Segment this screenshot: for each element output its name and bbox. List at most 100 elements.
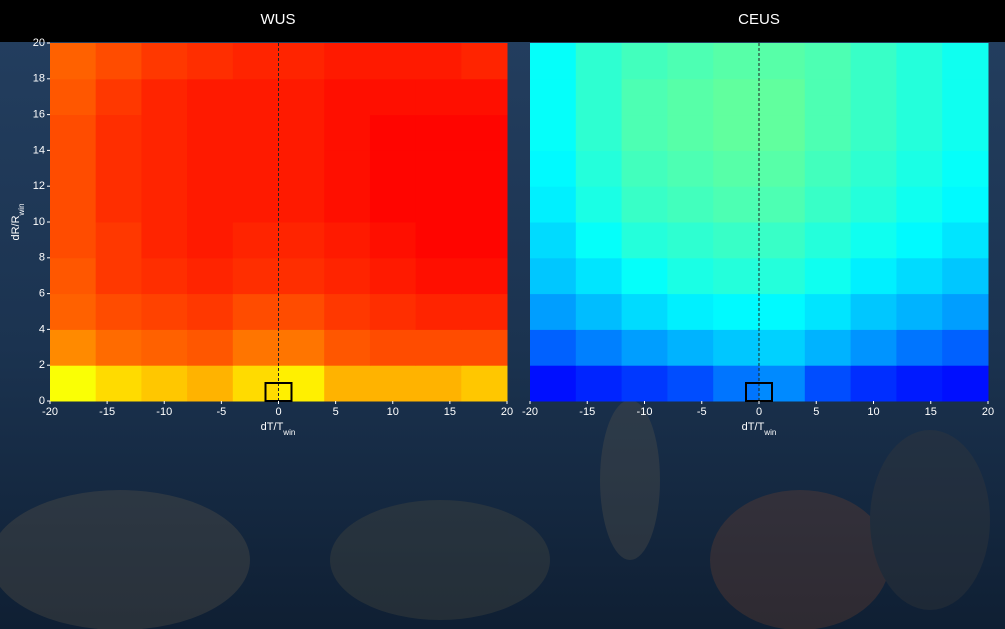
x-axis-label-sub: win <box>282 428 295 437</box>
heatmap-cell <box>576 43 622 79</box>
heatmap-cell <box>279 79 325 115</box>
heatmap-cell <box>416 79 462 115</box>
heatmap-cell <box>759 115 805 151</box>
heatmap-cell <box>713 222 759 258</box>
heatmap-cell <box>141 258 187 294</box>
heatmap-cell <box>622 79 668 115</box>
heatmap-cell <box>279 150 325 186</box>
y-tick-label: 4 <box>39 323 45 335</box>
heatmap-cell <box>896 115 942 151</box>
heatmap-cell <box>279 294 325 330</box>
heatmap-cell <box>461 222 507 258</box>
y-axis-label-main: dR/R <box>10 215 22 240</box>
heatmap-cell <box>416 294 462 330</box>
heatmap-cell <box>370 222 416 258</box>
heatmap-cell <box>50 294 96 330</box>
heatmap-cell <box>759 79 805 115</box>
page: WUS CEUS dT/Twin dT/Twin dR/Rwin -20-15-… <box>0 0 1005 629</box>
heatmap-cell <box>96 329 142 365</box>
x-tick-label: 20 <box>982 406 994 418</box>
heatmap-cell <box>851 329 897 365</box>
heatmap-cell <box>667 115 713 151</box>
heatmap-cell <box>713 258 759 294</box>
heatmap-cell <box>50 222 96 258</box>
heatmap-cell <box>851 222 897 258</box>
heatmap-cell <box>233 186 279 222</box>
heatmap-cell <box>461 186 507 222</box>
heatmap-cell <box>759 329 805 365</box>
x-tick-label: 15 <box>925 406 937 418</box>
heatmap-cell <box>324 150 370 186</box>
heatmap-cell <box>622 43 668 79</box>
y-tick-label: 18 <box>33 73 45 85</box>
heatmap-cell <box>805 150 851 186</box>
heatmap-cell <box>279 329 325 365</box>
x-tick-label: 15 <box>444 406 456 418</box>
x-tick-label: -5 <box>216 406 226 418</box>
heatmap-cell <box>530 150 576 186</box>
heatmap-cell <box>576 115 622 151</box>
heatmap-cell <box>713 115 759 151</box>
heatmap-cell <box>896 365 942 401</box>
x-tick-label: 0 <box>275 406 281 418</box>
heatmap-cell <box>805 186 851 222</box>
header-bar <box>0 0 1005 42</box>
heatmap-cell <box>667 294 713 330</box>
heatmap-cell <box>759 150 805 186</box>
heatmap-cell <box>805 294 851 330</box>
heatmap-cell <box>713 79 759 115</box>
heatmap-cell <box>324 365 370 401</box>
heatmap-cell <box>141 43 187 79</box>
heatmap-cell <box>713 43 759 79</box>
heatmap-cell <box>233 294 279 330</box>
heatmap-cell <box>324 329 370 365</box>
x-tick-label: 5 <box>333 406 339 418</box>
heatmap-cell <box>370 115 416 151</box>
heatmap-cell <box>851 115 897 151</box>
heatmap-cell <box>50 329 96 365</box>
heatmap-cell <box>896 186 942 222</box>
heatmap-cell <box>622 294 668 330</box>
heatmap-cell <box>50 365 96 401</box>
heatmap-cell <box>233 329 279 365</box>
heatmap-cell <box>851 365 897 401</box>
heatmap-cell <box>667 43 713 79</box>
x-axis-label-main: dT/T <box>742 421 765 433</box>
heatmap-cell <box>576 79 622 115</box>
heatmap-cell <box>576 222 622 258</box>
heatmap-cell <box>461 365 507 401</box>
heatmap-cell <box>713 294 759 330</box>
heatmap-cell <box>805 258 851 294</box>
heatmap-cell <box>324 43 370 79</box>
heatmap-cell <box>759 186 805 222</box>
heatmap-cell <box>50 186 96 222</box>
heatmap-cell <box>96 115 142 151</box>
heatmap-cell <box>279 222 325 258</box>
heatmap-cell <box>576 329 622 365</box>
heatmap-cell <box>96 43 142 79</box>
heatmap-cell <box>370 150 416 186</box>
x-tick-label: -15 <box>579 406 595 418</box>
heatmap-cell <box>622 222 668 258</box>
heatmap-cell <box>896 222 942 258</box>
heatmap-cell <box>141 79 187 115</box>
x-tick-label: -15 <box>99 406 115 418</box>
heatmap-cell <box>576 294 622 330</box>
heatmap-cell <box>96 150 142 186</box>
heatmap-cell <box>667 258 713 294</box>
heatmap-cell <box>576 186 622 222</box>
heatmap-cell <box>851 258 897 294</box>
heatmap-cell <box>530 186 576 222</box>
heatmap-cell <box>942 258 988 294</box>
heatmap-cell <box>96 258 142 294</box>
heatmap-cell <box>187 115 233 151</box>
x-tick-label: -5 <box>697 406 707 418</box>
heatmap-cell <box>187 43 233 79</box>
x-tick-label: -10 <box>637 406 653 418</box>
heatmap-cell <box>622 329 668 365</box>
x-tick-label: -20 <box>42 406 58 418</box>
heatmap-cell <box>324 79 370 115</box>
y-tick-label: 0 <box>39 395 45 407</box>
heatmap-cell <box>370 329 416 365</box>
y-tick-label: 16 <box>33 109 45 121</box>
